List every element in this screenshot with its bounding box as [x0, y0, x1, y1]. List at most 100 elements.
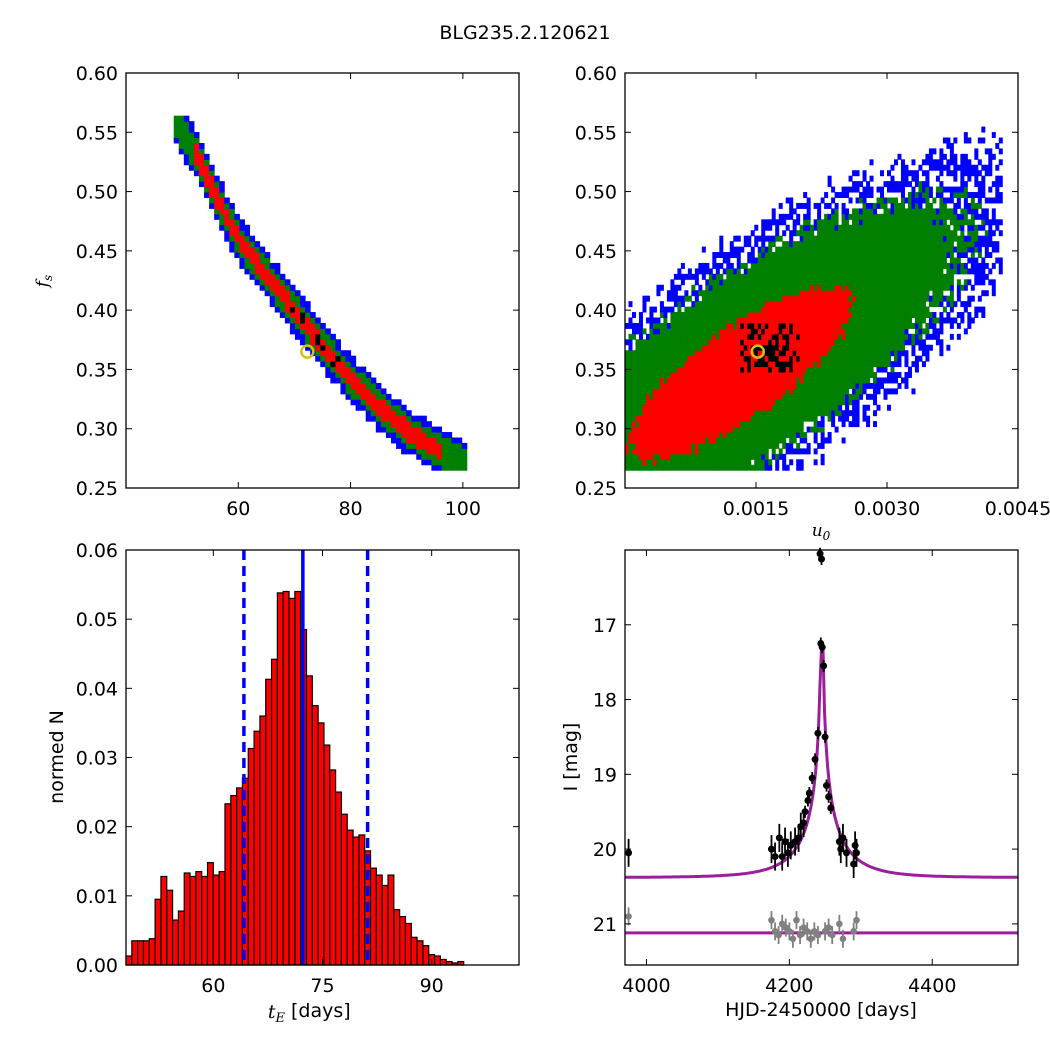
heatmap-cell [722, 284, 727, 291]
heatmap-cell [831, 372, 836, 378]
heatmap-cell [743, 404, 748, 411]
heatmap-cell [740, 301, 745, 308]
heatmap-cell [673, 372, 678, 378]
heatmap-cell [635, 432, 640, 438]
heatmap-cell [914, 328, 919, 335]
x-tick-label: 0.0030 [854, 498, 920, 520]
y-tick-label: 17 [593, 615, 617, 637]
heatmap-cell [406, 448, 412, 455]
heatmap-cell [810, 301, 815, 308]
heatmap-cell [796, 432, 801, 438]
heatmap-cell [904, 361, 909, 368]
heatmap-cell [796, 202, 801, 209]
heatmap-cell [754, 361, 759, 368]
heatmap-cell [953, 208, 958, 215]
heatmap-cell [663, 317, 668, 324]
heatmap-cell [914, 224, 919, 231]
heatmap-cell [869, 213, 874, 220]
heatmap-cell [789, 459, 794, 466]
heatmap-cell [761, 448, 766, 455]
heatmap-cell [841, 328, 846, 335]
heatmap-cell [677, 317, 682, 324]
heatmap-cell [649, 432, 654, 438]
heatmap-cell [939, 290, 944, 297]
heatmap-cell [827, 404, 832, 411]
heatmap-cell [663, 350, 668, 357]
heatmap-cell [726, 290, 731, 297]
heatmap-cell [848, 284, 853, 291]
heatmap-cell [325, 339, 331, 346]
heatmap-cell [673, 322, 678, 329]
heatmap-cell [907, 257, 912, 264]
heatmap-cell [824, 404, 829, 411]
heatmap-cell [360, 404, 367, 411]
heatmap-cell [712, 279, 717, 286]
heatmap-cell [935, 164, 940, 171]
heatmap-cell [893, 301, 898, 308]
heatmap-cell [876, 404, 881, 411]
heatmap-cell [764, 404, 769, 411]
heatmap-cell [743, 235, 748, 242]
heatmap-cell [708, 442, 713, 449]
heatmap-cell [645, 372, 650, 378]
heatmap-cell [456, 453, 463, 460]
heatmap-cell [921, 301, 926, 308]
histogram-bar [125, 955, 133, 966]
heatmap-cell [684, 388, 689, 395]
heatmap-cell [817, 279, 822, 286]
heatmap-cell [855, 404, 860, 411]
heatmap-cell [890, 388, 895, 395]
heatmap-cell [806, 268, 811, 275]
heatmap-cell [925, 322, 930, 329]
heatmap-cell [642, 339, 647, 346]
heatmap-cell [925, 328, 930, 335]
heatmap-cell [946, 273, 951, 280]
heatmap-cell [862, 361, 867, 368]
heatmap-cell [666, 404, 671, 411]
heatmap-cell [838, 404, 843, 411]
heatmap-cell [799, 235, 804, 242]
heatmap-cell [873, 268, 878, 275]
heatmap-cell [680, 388, 685, 395]
heatmap-cell [764, 382, 769, 389]
histogram-bar [206, 862, 214, 966]
heatmap-cell [887, 197, 891, 204]
heatmap-cell [687, 437, 692, 444]
heatmap-cell [907, 213, 912, 220]
heatmap-cell [740, 382, 745, 389]
heatmap-cell [649, 312, 654, 318]
heatmap-cell [907, 235, 912, 242]
heatmap-cell [977, 268, 982, 275]
heatmap-cell [918, 355, 923, 362]
heatmap-cell [757, 453, 762, 460]
heatmap-cell [939, 208, 944, 215]
heatmap-cell [925, 235, 930, 242]
heatmap-cell [771, 421, 776, 428]
heatmap-cell [722, 328, 727, 335]
heatmap-cell [799, 295, 804, 302]
heatmap-cell [726, 426, 731, 433]
heatmap-cell [694, 333, 699, 340]
heatmap-cell [873, 355, 878, 362]
heatmap-cell [638, 312, 643, 318]
heatmap-cell [705, 262, 710, 269]
heatmap-cell [775, 350, 780, 357]
heatmap-cell [918, 279, 923, 286]
heatmap-cell [761, 246, 766, 253]
heatmap-cell [803, 432, 808, 438]
heatmap-cell [949, 142, 954, 149]
heatmap-cell [656, 459, 661, 466]
heatmap-cell [796, 279, 801, 286]
heatmap-cell [806, 262, 811, 269]
heatmap-cell [708, 333, 713, 340]
heatmap-cell [768, 279, 773, 286]
heatmap-cell [736, 312, 741, 318]
heatmap-cell [876, 328, 881, 335]
heatmap-cell [743, 355, 748, 362]
heatmap-cell [254, 257, 261, 264]
heatmap-cell [335, 361, 341, 368]
heatmap-cell [666, 361, 671, 368]
heatmap-cell [705, 322, 710, 329]
heatmap-cell [890, 230, 895, 237]
heatmap-cell [635, 344, 640, 351]
